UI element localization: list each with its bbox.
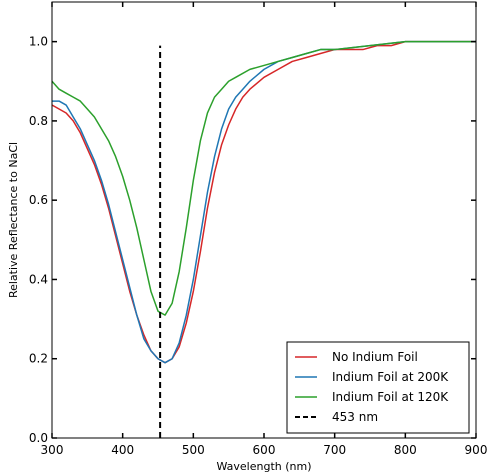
tick-marks <box>51 2 477 439</box>
plot-area <box>52 40 476 438</box>
x-tick-label: 900 <box>465 443 487 457</box>
legend-box <box>286 341 470 434</box>
x-tick-label: 600 <box>253 443 276 457</box>
y-axis-label: Relative Reflectance to NaCl <box>7 142 20 298</box>
y-tick-label: 0.6 <box>29 193 48 207</box>
series-line-indium-foil-at-120k <box>52 40 476 316</box>
y-tick-label: 0.2 <box>29 352 48 366</box>
legend-label: 453 nm <box>332 410 378 424</box>
x-tick-label: 700 <box>323 443 346 457</box>
x-tick-label: 800 <box>394 443 417 457</box>
x-axis-label: Wavelength (nm) <box>216 460 311 473</box>
y-tick-label: 0.0 <box>29 431 48 445</box>
legend-label: No Indium Foil <box>332 350 418 364</box>
x-tick-label: 300 <box>41 443 64 457</box>
y-tick-label: 0.4 <box>29 272 48 286</box>
legend-label: Indium Foil at 200K <box>332 370 449 384</box>
y-tick-label: 0.8 <box>29 114 48 128</box>
x-tick-label: 400 <box>111 443 134 457</box>
y-tick-label: 1.0 <box>29 35 48 49</box>
tick-labels: 300 400 500 600 700 800 900 0.0 0.2 0.4 0.6 0.8 1.0 <box>29 35 487 457</box>
legend-label: Indium Foil at 120K <box>332 390 449 404</box>
x-tick-label: 500 <box>182 443 205 457</box>
legend: No Indium Foil Indium Foil at 200K Indium … <box>286 341 470 434</box>
